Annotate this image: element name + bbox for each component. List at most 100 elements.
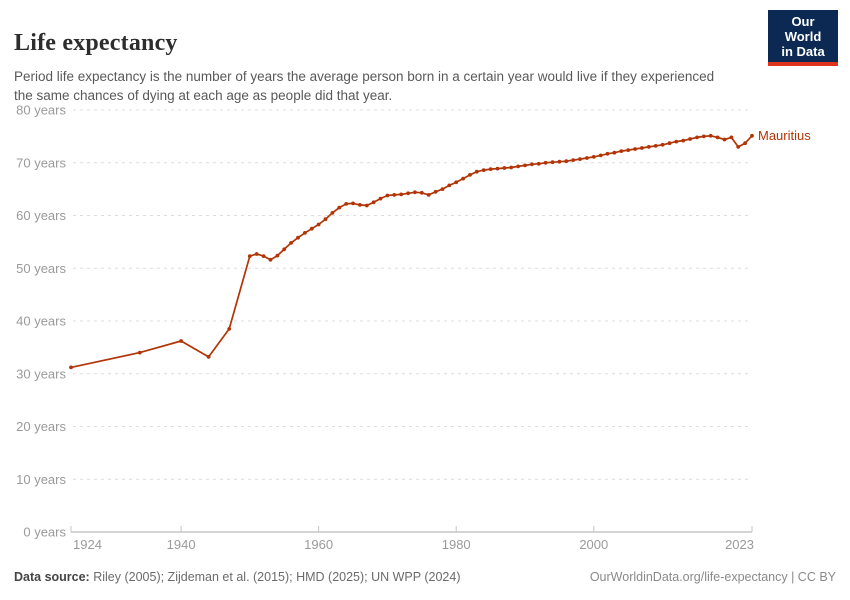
data-point[interactable]	[69, 365, 73, 370]
data-point[interactable]	[337, 205, 342, 210]
data-point[interactable]	[303, 231, 307, 235]
data-point[interactable]	[715, 135, 720, 140]
data-point[interactable]	[523, 163, 527, 168]
data-point[interactable]	[247, 254, 252, 258]
data-point[interactable]	[426, 193, 431, 197]
data-point[interactable]	[137, 350, 142, 355]
data-source-note: Data source: Riley (2005); Zijdeman et a…	[14, 570, 461, 584]
data-point[interactable]	[447, 183, 452, 188]
data-point[interactable]	[268, 257, 273, 262]
data-point[interactable]	[413, 190, 417, 195]
data-point[interactable]	[481, 168, 486, 173]
data-point[interactable]	[385, 193, 390, 198]
data-point[interactable]	[591, 155, 596, 159]
data-point[interactable]	[392, 193, 397, 197]
data-point[interactable]	[626, 148, 631, 153]
data-point[interactable]	[351, 201, 355, 206]
data-point[interactable]	[530, 162, 534, 167]
data-point[interactable]	[461, 176, 465, 181]
data-point[interactable]	[323, 217, 328, 222]
data-point[interactable]	[488, 167, 493, 172]
data-point[interactable]	[743, 141, 747, 146]
data-point[interactable]	[708, 133, 713, 138]
data-point[interactable]	[550, 160, 555, 165]
data-point[interactable]	[406, 191, 410, 196]
data-point[interactable]	[468, 173, 472, 177]
data-point[interactable]	[701, 134, 706, 139]
data-point[interactable]	[674, 139, 679, 144]
chart-footer: Data source: Riley (2005); Zijdeman et a…	[14, 570, 836, 584]
data-point[interactable]	[585, 156, 589, 160]
mauritius-line[interactable]	[70, 134, 753, 369]
data-point[interactable]	[419, 190, 424, 195]
data-point[interactable]	[289, 241, 293, 245]
data-point[interactable]	[495, 166, 500, 171]
y-tick-label: 0 years	[23, 525, 66, 540]
x-tick-label: 2000	[579, 537, 608, 552]
data-point[interactable]	[681, 138, 686, 143]
data-point[interactable]	[729, 135, 734, 140]
data-point[interactable]	[640, 146, 644, 150]
data-point[interactable]	[378, 196, 383, 201]
data-point[interactable]	[316, 222, 321, 227]
data-point[interactable]	[598, 153, 603, 158]
data-point[interactable]	[371, 200, 376, 205]
data-point[interactable]	[344, 202, 349, 206]
y-tick-label: 40 years	[16, 314, 66, 329]
data-point[interactable]	[440, 187, 445, 192]
x-tick-label: 1940	[167, 537, 196, 552]
data-point[interactable]	[543, 160, 548, 165]
data-point[interactable]	[433, 189, 438, 194]
data-point[interactable]	[557, 159, 562, 164]
data-point[interactable]	[612, 150, 617, 155]
data-point[interactable]	[736, 145, 741, 149]
data-point[interactable]	[206, 355, 211, 359]
data-point[interactable]	[750, 133, 754, 138]
owid-logo-line1: Our World	[784, 14, 822, 44]
data-point[interactable]	[660, 142, 665, 147]
footer-link[interactable]: OurWorldinData.org/life-expectancy | CC …	[589, 570, 836, 584]
data-point[interactable]	[309, 226, 314, 231]
data-point[interactable]	[667, 141, 672, 146]
data-point[interactable]	[358, 203, 362, 207]
data-source-text: Riley (2005); Zijdeman et al. (2015); HM…	[93, 570, 461, 584]
page-title: Life expectancy	[14, 30, 178, 57]
data-point[interactable]	[330, 211, 335, 215]
data-point[interactable]	[722, 137, 727, 142]
data-point[interactable]	[227, 327, 232, 331]
data-point[interactable]	[454, 180, 459, 185]
x-tick-label: 1960	[304, 537, 333, 552]
y-tick-label: 60 years	[16, 208, 66, 223]
data-point[interactable]	[399, 192, 404, 197]
data-point[interactable]	[646, 145, 651, 149]
data-point[interactable]	[653, 144, 658, 148]
data-point[interactable]	[261, 254, 266, 258]
data-point[interactable]	[688, 137, 692, 141]
data-point[interactable]	[605, 151, 610, 156]
data-point[interactable]	[254, 252, 259, 256]
owid-logo[interactable]: Our World in Data	[768, 10, 838, 66]
data-point[interactable]	[695, 135, 699, 140]
data-point[interactable]	[502, 166, 507, 170]
series-label[interactable]: Mauritius	[758, 128, 811, 143]
data-point[interactable]	[282, 247, 287, 252]
owid-logo-line2: in Data	[781, 44, 825, 59]
data-point[interactable]	[619, 149, 624, 154]
data-point[interactable]	[275, 253, 280, 258]
chart-subtitle: Period life expectancy is the number of …	[14, 68, 715, 103]
data-point[interactable]	[516, 164, 520, 169]
data-source-label: Data source:	[14, 570, 90, 584]
y-tick-label: 50 years	[16, 261, 66, 276]
data-point[interactable]	[536, 161, 541, 166]
data-point[interactable]	[564, 159, 569, 164]
data-point[interactable]	[474, 169, 479, 174]
data-point[interactable]	[364, 203, 369, 208]
data-point[interactable]	[179, 339, 184, 343]
data-point[interactable]	[296, 235, 300, 240]
data-point[interactable]	[633, 147, 637, 151]
data-point[interactable]	[509, 165, 514, 170]
data-point[interactable]	[571, 158, 576, 163]
data-point[interactable]	[578, 157, 582, 162]
